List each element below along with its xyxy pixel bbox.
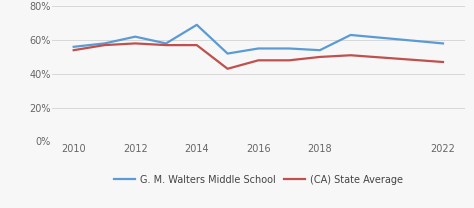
(CA) State Average bbox=[194, 44, 200, 46]
G. M. Walters Middle School bbox=[132, 35, 138, 38]
G. M. Walters Middle School bbox=[163, 42, 169, 45]
Line: (CA) State Average: (CA) State Average bbox=[73, 43, 443, 69]
(CA) State Average bbox=[225, 68, 230, 70]
(CA) State Average bbox=[71, 49, 76, 51]
G. M. Walters Middle School bbox=[71, 46, 76, 48]
Line: G. M. Walters Middle School: G. M. Walters Middle School bbox=[73, 25, 443, 53]
G. M. Walters Middle School bbox=[194, 24, 200, 26]
G. M. Walters Middle School bbox=[255, 47, 261, 50]
(CA) State Average bbox=[286, 59, 292, 62]
G. M. Walters Middle School bbox=[348, 34, 354, 36]
G. M. Walters Middle School bbox=[440, 42, 446, 45]
(CA) State Average bbox=[101, 44, 107, 46]
(CA) State Average bbox=[132, 42, 138, 45]
(CA) State Average bbox=[440, 61, 446, 63]
G. M. Walters Middle School bbox=[101, 42, 107, 45]
G. M. Walters Middle School bbox=[317, 49, 323, 51]
G. M. Walters Middle School bbox=[225, 52, 230, 55]
G. M. Walters Middle School bbox=[286, 47, 292, 50]
(CA) State Average bbox=[348, 54, 354, 57]
(CA) State Average bbox=[163, 44, 169, 46]
(CA) State Average bbox=[317, 56, 323, 58]
(CA) State Average bbox=[255, 59, 261, 62]
Legend: G. M. Walters Middle School, (CA) State Average: G. M. Walters Middle School, (CA) State … bbox=[110, 171, 407, 188]
